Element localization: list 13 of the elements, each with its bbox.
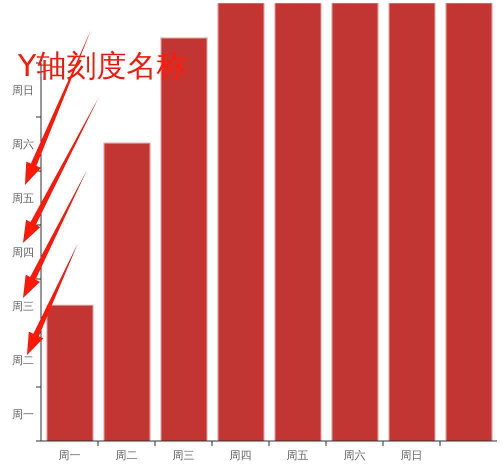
bar bbox=[332, 3, 378, 441]
bar bbox=[104, 142, 150, 441]
bar bbox=[218, 3, 264, 441]
bar bbox=[446, 3, 492, 441]
bar bbox=[274, 3, 322, 441]
x-tick-label: 周五 bbox=[286, 449, 308, 462]
x-tick-label: 周二 bbox=[116, 449, 138, 462]
x-tick-label: 周日 bbox=[400, 449, 422, 462]
x-tick-label: 周六 bbox=[344, 449, 366, 462]
x-tick-label: 周四 bbox=[230, 449, 252, 462]
x-tick-label: 周一 bbox=[58, 449, 80, 462]
x-tick-label: 周三 bbox=[172, 449, 194, 462]
bar bbox=[388, 3, 436, 441]
